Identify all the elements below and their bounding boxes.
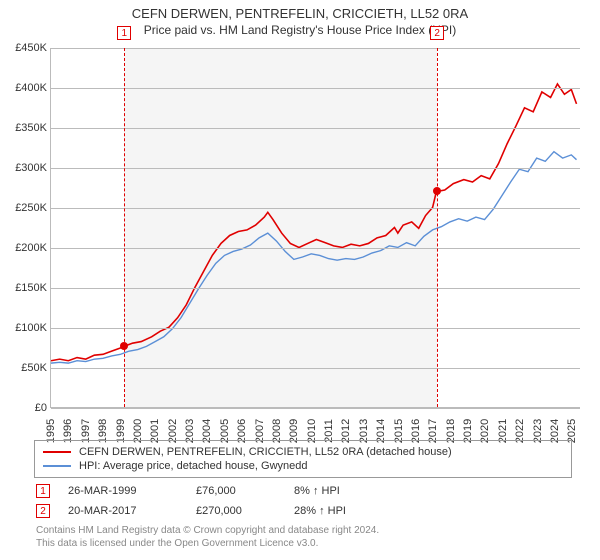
y-gridline <box>51 328 580 329</box>
sale-marker-badge: 2 <box>430 26 444 40</box>
sale-row-hpi: 8% ↑ HPI <box>294 485 340 497</box>
footer-line: Contains HM Land Registry data © Crown c… <box>36 524 572 537</box>
legend-box: CEFN DERWEN, PENTREFELIN, CRICCIETH, LL5… <box>34 440 572 478</box>
legend-label: HPI: Average price, detached house, Gwyn… <box>79 460 308 472</box>
footer-text: Contains HM Land Registry data © Crown c… <box>34 524 572 550</box>
legend-row: CEFN DERWEN, PENTREFELIN, CRICCIETH, LL5… <box>43 445 563 459</box>
legend-and-footer: CEFN DERWEN, PENTREFELIN, CRICCIETH, LL5… <box>34 440 572 550</box>
sale-row-hpi: 28% ↑ HPI <box>294 505 346 517</box>
legend-swatch-property <box>43 451 71 453</box>
sale-marker-badge: 1 <box>117 26 131 40</box>
y-gridline <box>51 168 580 169</box>
sale-marker-dot <box>120 342 128 350</box>
legend-swatch-hpi <box>43 465 71 467</box>
sale-marker-dot <box>433 187 441 195</box>
y-gridline <box>51 408 580 409</box>
y-axis-label: £50K <box>3 362 47 374</box>
y-axis-label: £400K <box>3 82 47 94</box>
y-gridline <box>51 368 580 369</box>
y-gridline <box>51 48 580 49</box>
legend-label: CEFN DERWEN, PENTREFELIN, CRICCIETH, LL5… <box>79 446 452 458</box>
series-hpi <box>51 152 577 363</box>
y-axis-label: £0 <box>3 402 47 414</box>
y-gridline <box>51 128 580 129</box>
sale-row-price: £270,000 <box>196 505 276 517</box>
sale-row-price: £76,000 <box>196 485 276 497</box>
sales-list: 1 26-MAR-1999 £76,000 8% ↑ HPI 2 20-MAR-2017 £… <box>34 484 572 518</box>
y-axis-label: £200K <box>3 242 47 254</box>
chart-container: CEFN DERWEN, PENTREFELIN, CRICCIETH, LL5… <box>0 0 600 560</box>
sale-row-badge: 2 <box>36 504 50 518</box>
y-axis-label: £350K <box>3 122 47 134</box>
chart-lines-svg <box>51 48 580 407</box>
y-gridline <box>51 208 580 209</box>
sale-row-badge: 1 <box>36 484 50 498</box>
y-gridline <box>51 288 580 289</box>
y-axis-label: £150K <box>3 282 47 294</box>
sale-row: 1 26-MAR-1999 £76,000 8% ↑ HPI <box>34 484 572 498</box>
chart-subtitle: Price paid vs. HM Land Registry's House … <box>0 23 600 37</box>
chart-title: CEFN DERWEN, PENTREFELIN, CRICCIETH, LL5… <box>0 6 600 21</box>
sale-row-date: 26-MAR-1999 <box>68 485 178 497</box>
y-gridline <box>51 248 580 249</box>
y-axis-label: £100K <box>3 322 47 334</box>
y-axis-label: £250K <box>3 202 47 214</box>
series-property <box>51 84 577 361</box>
y-axis-label: £450K <box>3 42 47 54</box>
chart-plot-area: £0£50K£100K£150K£200K£250K£300K£350K£400… <box>50 48 580 408</box>
legend-row: HPI: Average price, detached house, Gwyn… <box>43 459 563 473</box>
footer-line: This data is licensed under the Open Gov… <box>36 537 572 550</box>
sale-row-date: 20-MAR-2017 <box>68 505 178 517</box>
title-area: CEFN DERWEN, PENTREFELIN, CRICCIETH, LL5… <box>0 0 600 37</box>
y-axis-label: £300K <box>3 162 47 174</box>
sale-marker-line <box>124 48 125 407</box>
y-gridline <box>51 88 580 89</box>
sale-row: 2 20-MAR-2017 £270,000 28% ↑ HPI <box>34 504 572 518</box>
sale-marker-line <box>437 48 438 407</box>
